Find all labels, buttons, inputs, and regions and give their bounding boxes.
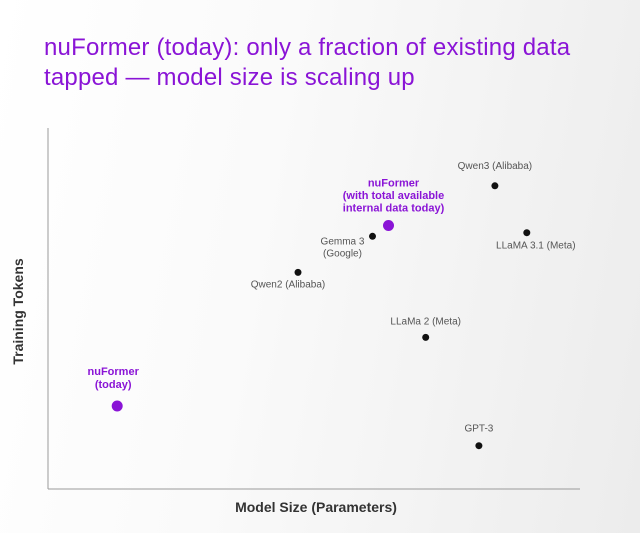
- point-marker: [491, 182, 499, 190]
- point-label: GPT-3: [464, 424, 493, 435]
- highlight-point-marker: [383, 220, 394, 231]
- data-point: GPT-3: [464, 424, 494, 450]
- point-marker: [369, 232, 376, 240]
- data-points: Qwen3 (Alibaba) LLaMA 3.1 (Meta) Gemma 3 (G…: [88, 161, 576, 450]
- data-point: nuFormer (with total available internal da…: [343, 178, 445, 231]
- point-label-line: Gemma 3: [321, 236, 365, 247]
- point-label-line: (today): [95, 379, 132, 391]
- point-marker: [523, 229, 531, 237]
- point-label: Qwen2 (Alibaba): [251, 279, 325, 290]
- point-label: LLaMA 3.1 (Meta): [496, 241, 575, 252]
- point-label-line: Qwen2 (Alibaba): [251, 279, 325, 290]
- data-point: LLaMa 2 (Meta): [390, 316, 461, 341]
- x-axis-title: Model Size (Parameters): [235, 499, 397, 515]
- highlight-point-marker: [111, 400, 123, 412]
- point-marker: [422, 333, 430, 341]
- point-label-line: nuFormer: [368, 178, 420, 190]
- point-label-line: LLaMa 2 (Meta): [390, 316, 461, 327]
- y-axis-title: Training Tokens: [10, 258, 26, 365]
- point-label: nuFormer (today): [88, 366, 140, 391]
- title-line-2: tapped — model size is scaling up: [44, 64, 415, 91]
- point-label-line: internal data today): [343, 203, 445, 215]
- point-label: nuFormer (with total available internal da…: [343, 178, 445, 215]
- point-label-line: LLaMA 3.1 (Meta): [496, 241, 575, 252]
- point-label-line: Qwen3 (Alibaba): [458, 161, 532, 172]
- point-label: LLaMa 2 (Meta): [390, 316, 461, 327]
- data-point: Qwen3 (Alibaba): [458, 161, 532, 190]
- data-point: nuFormer (today): [88, 366, 140, 412]
- point-label: Gemma 3 (Google): [321, 236, 365, 259]
- point-marker: [475, 442, 483, 450]
- point-label-line: (Google): [323, 248, 362, 259]
- point-label: Qwen3 (Alibaba): [458, 161, 532, 172]
- data-point: LLaMA 3.1 (Meta): [496, 229, 576, 252]
- point-label-line: nuFormer: [88, 366, 140, 378]
- page-title: nuFormer (today): only a fraction of exi…: [44, 33, 624, 93]
- title-line-1: nuFormer (today): only a fraction of exi…: [44, 34, 571, 61]
- data-point: Qwen2 (Alibaba): [251, 268, 325, 290]
- point-label-line: GPT-3: [464, 424, 493, 435]
- point-label-line: (with total available: [343, 190, 444, 202]
- point-marker: [294, 268, 302, 276]
- data-point: Gemma 3 (Google): [321, 232, 376, 259]
